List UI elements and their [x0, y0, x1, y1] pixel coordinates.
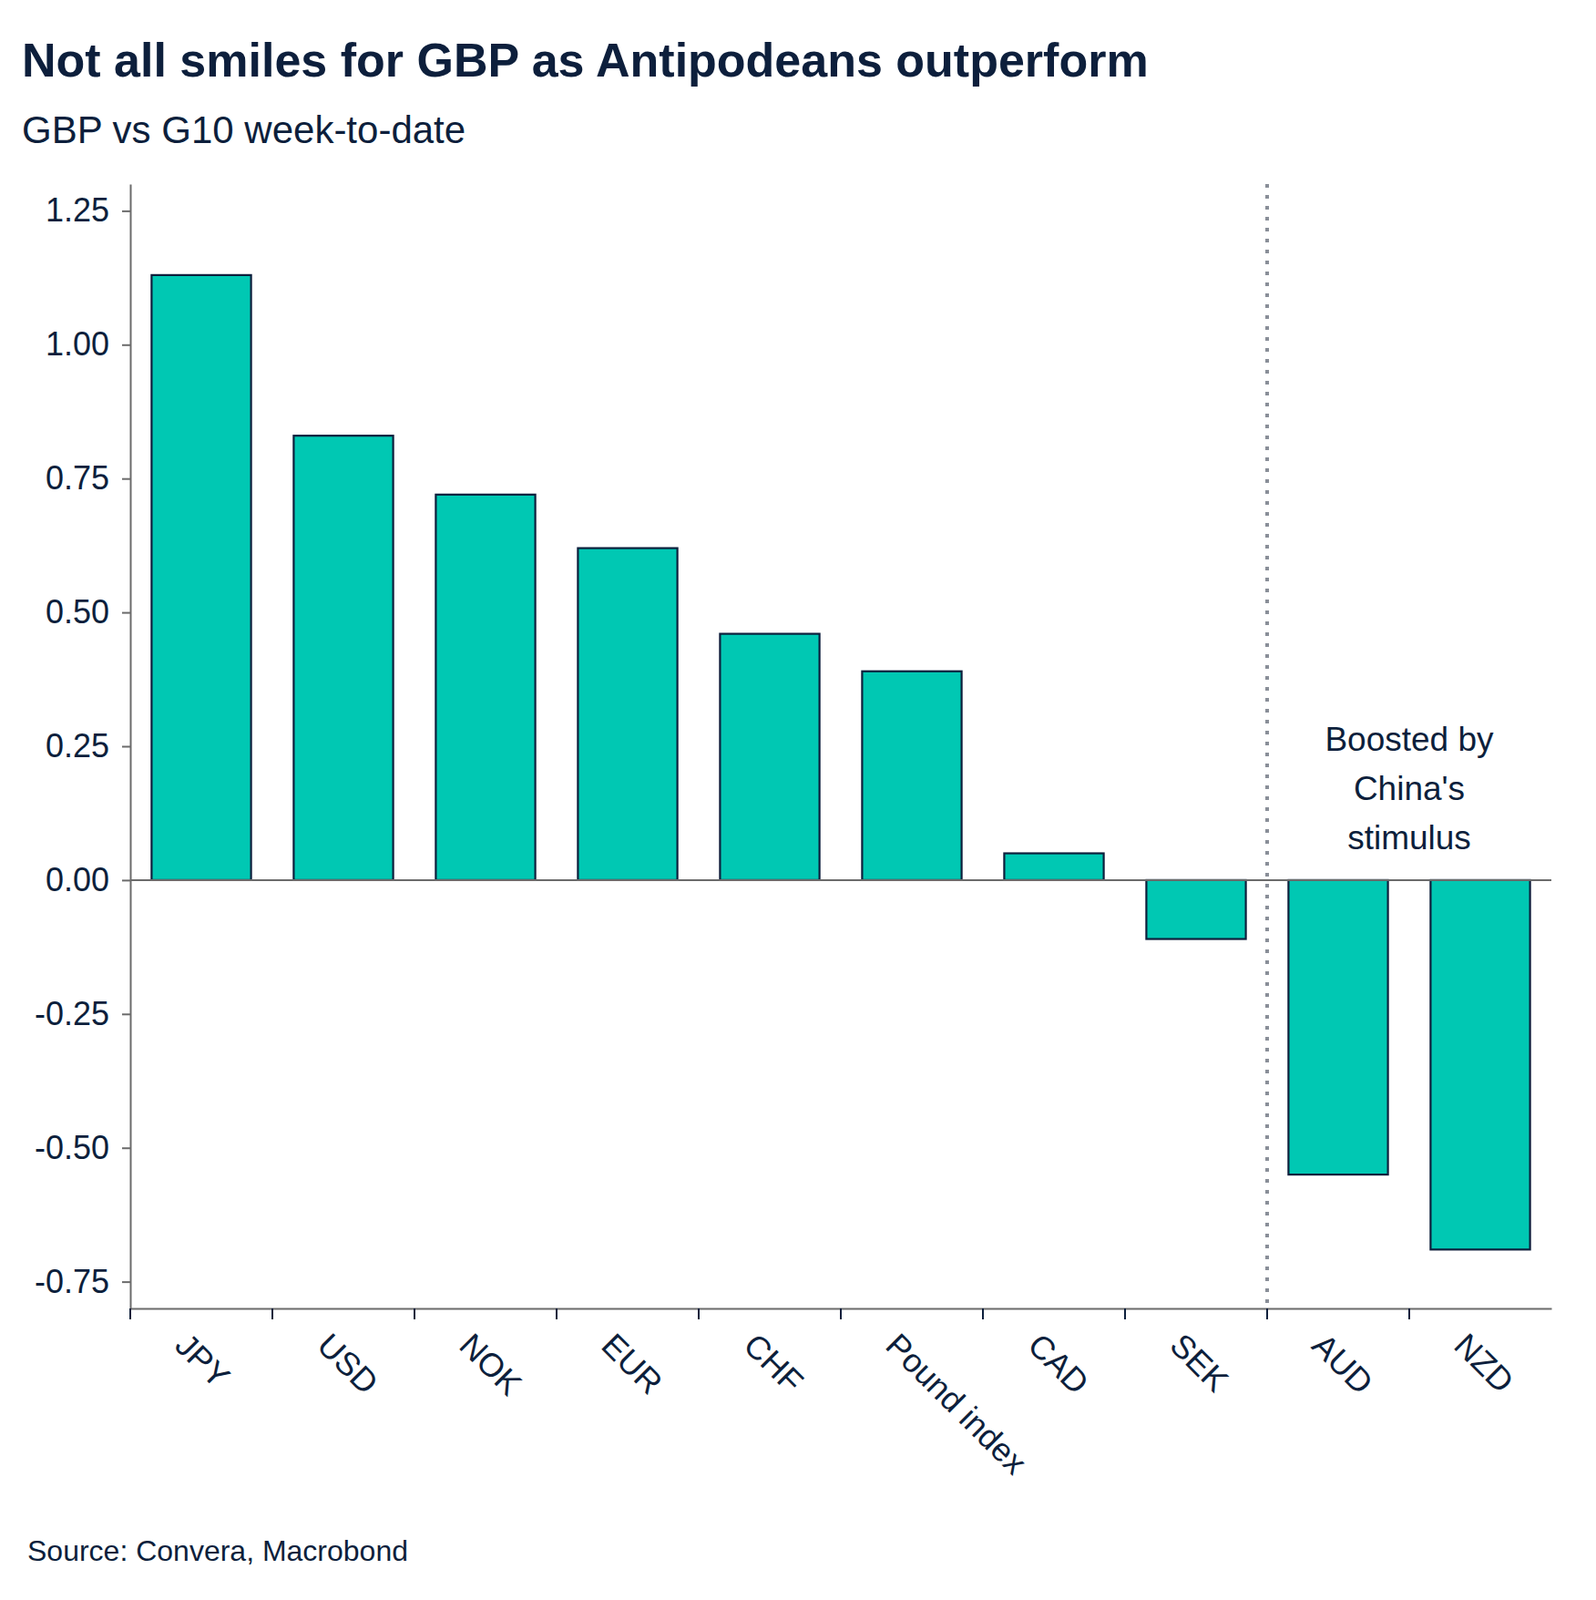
x-boundary-tick	[1266, 1308, 1269, 1320]
y-tick-mark	[122, 746, 131, 748]
subtitle: GBP vs G10 week-to-date	[21, 108, 466, 152]
x-boundary-tick	[1124, 1308, 1126, 1320]
chart: Not all smiles for GBP as Antipodeans ou…	[0, 0, 1596, 1600]
source: Source: Convera, Macrobond	[27, 1534, 409, 1567]
x-tick: CHF	[736, 1325, 811, 1400]
bar	[151, 275, 251, 880]
x-tick: NOK	[452, 1325, 530, 1402]
x-boundary-tick	[839, 1308, 842, 1320]
x-axis: JPY USD NOK EUR CHF Pound indexCAD SEK AUD NZD	[131, 1309, 1553, 1482]
x-tick-label: NZD	[1447, 1325, 1522, 1400]
x-boundary-tick	[697, 1308, 700, 1320]
y-tick-mark	[122, 344, 131, 347]
x-boundary-tick	[555, 1308, 558, 1320]
y-tick-mark	[122, 1146, 131, 1149]
y-tick-mark	[122, 612, 131, 614]
x-tick-label: CAD	[1021, 1325, 1097, 1402]
y-tick-label: -0.50	[34, 1128, 110, 1167]
x-tick-label: EUR	[594, 1325, 671, 1402]
x-tick: JPY	[168, 1325, 238, 1395]
x-tick-label: NOK	[452, 1325, 530, 1402]
bar	[435, 494, 535, 880]
x-tick-label: AUD	[1305, 1325, 1382, 1402]
x-tick-label: SEK	[1163, 1325, 1237, 1399]
y-tick: 1.00	[45, 325, 131, 363]
y-tick-mark	[122, 1012, 131, 1015]
y-tick-label: 0.00	[45, 860, 110, 899]
annotation-line: China's	[1353, 769, 1465, 808]
annotation: Boosted by China's stimulus	[1324, 720, 1494, 857]
y-tick-mark	[122, 210, 131, 213]
y-tick-label: 0.50	[45, 593, 110, 631]
bar	[861, 671, 962, 880]
y-tick-mark	[122, 879, 131, 881]
y-tick-mark	[122, 1280, 131, 1283]
y-axis: 1.25 1.00 0.75 0.50 0.25 0.00 -0.25 -0.50 -0.75	[34, 184, 132, 1310]
x-tick: USD	[310, 1325, 387, 1402]
y-tick: -0.25	[34, 994, 131, 1033]
bar	[1003, 853, 1104, 880]
x-boundary-ticks	[130, 1308, 1410, 1320]
x-boundary-tick	[413, 1308, 416, 1320]
y-tick: 0.00	[45, 860, 131, 899]
x-tick: EUR	[594, 1325, 671, 1402]
bars	[151, 275, 1530, 1249]
x-tick-label: JPY	[168, 1325, 238, 1395]
y-tick-label: 1.25	[45, 191, 110, 229]
divider	[1265, 184, 1269, 1309]
x-tick: SEK	[1163, 1325, 1237, 1399]
bar	[1145, 879, 1246, 940]
x-boundary-tick	[271, 1308, 274, 1320]
x-boundary-tick	[1408, 1308, 1411, 1320]
y-tick: 0.75	[45, 459, 131, 497]
y-tick-label: 0.25	[45, 726, 110, 765]
bar	[577, 548, 677, 880]
y-tick: -0.50	[34, 1128, 131, 1167]
y-tick-label: 1.00	[45, 325, 110, 363]
x-boundary-tick	[982, 1308, 984, 1320]
bar	[1430, 879, 1530, 1249]
x-boundary-tick	[129, 1308, 132, 1320]
bar	[719, 634, 819, 880]
y-tick: 0.25	[45, 726, 131, 765]
bar	[293, 435, 393, 880]
x-tick-label: CHF	[736, 1325, 811, 1400]
y-tick: -0.75	[34, 1262, 131, 1300]
y-tick: 0.50	[45, 593, 131, 631]
y-tick: 1.25	[45, 191, 131, 229]
x-tick-label: Pound index	[879, 1325, 1035, 1482]
annotation-line: Boosted by	[1324, 720, 1494, 758]
x-tick: Pound index	[879, 1325, 1035, 1482]
x-tick: CAD	[1021, 1325, 1097, 1402]
title: Not all smiles for GBP as Antipodeans ou…	[21, 33, 1149, 87]
annotation-line: stimulus	[1347, 818, 1472, 857]
x-tick: NZD	[1447, 1325, 1522, 1400]
zero-line	[130, 879, 1552, 881]
y-tick-label: -0.25	[34, 994, 110, 1033]
y-tick-mark	[122, 478, 131, 481]
y-tick-label: 0.75	[45, 459, 110, 497]
x-tick: AUD	[1305, 1325, 1382, 1402]
x-tick-label: USD	[310, 1325, 387, 1402]
y-tick-label: -0.75	[34, 1262, 110, 1300]
bar	[1288, 879, 1388, 1175]
